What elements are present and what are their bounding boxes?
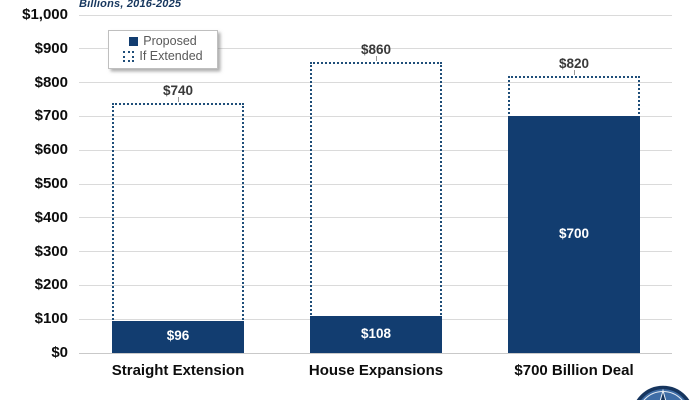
y-tick-label: $100: [34, 310, 68, 328]
y-tick-label: $0: [51, 344, 68, 361]
legend-label-if-extended: If Extended: [139, 49, 203, 63]
gridline: [79, 352, 672, 354]
bar-proposed: [508, 116, 640, 353]
category-label: House Expansions: [308, 362, 444, 379]
gridline: [79, 14, 672, 16]
bar-proposed: [112, 320, 244, 353]
y-tick-label: $600: [34, 141, 68, 159]
y-tick-label: $300: [34, 242, 68, 260]
bar-value-label: $700: [558, 225, 590, 241]
gridline: [79, 183, 672, 185]
y-tick-label: $200: [34, 276, 68, 294]
label-leader-tick: [375, 56, 377, 62]
gridline: [79, 284, 672, 286]
category-label: $700 Billion Deal: [514, 362, 634, 379]
legend-label-proposed: Proposed: [143, 34, 197, 48]
bar-total-label: $740: [162, 82, 194, 98]
gridline: [79, 149, 672, 151]
logo-monument-icon: [659, 388, 667, 400]
crfb-logo: [631, 385, 695, 400]
y-tick-label: $1,000: [22, 6, 68, 23]
bar-extended-outline: [508, 75, 640, 119]
y-tick-label: $700: [34, 107, 68, 125]
gridline: [79, 251, 672, 253]
chart-legend: Proposed If Extended: [108, 30, 218, 69]
gridline: [79, 82, 672, 84]
bar-value-label: $96: [166, 327, 190, 343]
bar-proposed: [310, 316, 442, 353]
y-tick-label: $900: [34, 39, 68, 57]
gridline: [79, 115, 672, 117]
y-tick-label: $800: [34, 73, 68, 91]
y-tick-label: $400: [34, 208, 68, 226]
y-tick-label: $500: [34, 175, 68, 192]
label-leader-tick: [177, 96, 179, 102]
legend-item-proposed: Proposed: [109, 34, 217, 49]
category-label: Straight Extension: [111, 362, 245, 379]
chart-subtitle: Billions, 2016-2025: [79, 0, 182, 10]
legend-item-if-extended: If Extended: [109, 49, 217, 64]
if-extended-swatch-icon: [123, 51, 135, 62]
bar-total-label: $860: [360, 42, 392, 58]
bar-extended-outline: [310, 62, 442, 319]
proposed-swatch-icon: [129, 37, 139, 46]
bar-value-label: $108: [360, 325, 392, 341]
bar-extended-outline: [112, 102, 244, 323]
gridline: [79, 48, 672, 50]
label-leader-tick: [573, 69, 575, 75]
gridline: [79, 217, 672, 219]
bar-total-label: $820: [558, 55, 590, 71]
